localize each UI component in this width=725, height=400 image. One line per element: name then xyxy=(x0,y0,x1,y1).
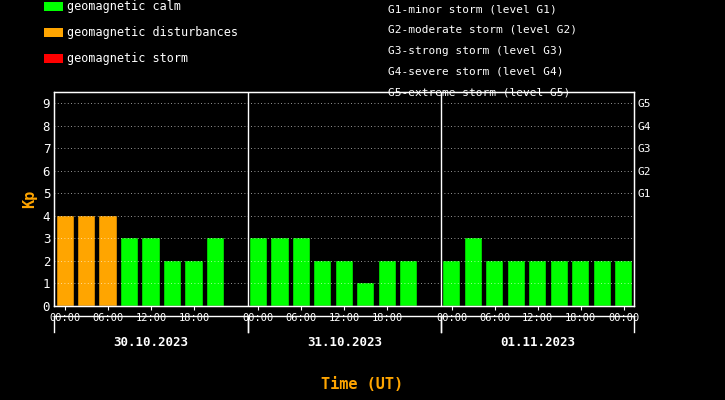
Text: geomagnetic storm: geomagnetic storm xyxy=(67,52,188,65)
Bar xyxy=(594,261,610,306)
Text: G3-strong storm (level G3): G3-strong storm (level G3) xyxy=(388,46,563,56)
Bar xyxy=(357,284,374,306)
Text: Time (UT): Time (UT) xyxy=(321,377,404,392)
Text: 30.10.2023: 30.10.2023 xyxy=(114,336,188,349)
Text: G5-extreme storm (level G5): G5-extreme storm (level G5) xyxy=(388,87,570,97)
Bar xyxy=(142,238,160,306)
Text: geomagnetic disturbances: geomagnetic disturbances xyxy=(67,26,239,39)
Bar xyxy=(400,261,418,306)
Bar xyxy=(207,238,224,306)
Bar xyxy=(293,238,310,306)
Bar xyxy=(507,261,525,306)
Bar xyxy=(336,261,353,306)
Bar xyxy=(443,261,460,306)
Bar xyxy=(529,261,547,306)
Text: G2-moderate storm (level G2): G2-moderate storm (level G2) xyxy=(388,25,577,35)
Text: G4-severe storm (level G4): G4-severe storm (level G4) xyxy=(388,66,563,76)
Bar xyxy=(486,261,503,306)
Bar xyxy=(615,261,632,306)
Bar xyxy=(164,261,181,306)
Text: 01.11.2023: 01.11.2023 xyxy=(500,336,575,349)
Bar xyxy=(465,238,482,306)
Bar xyxy=(78,216,95,306)
Bar xyxy=(271,238,289,306)
Text: G1-minor storm (level G1): G1-minor storm (level G1) xyxy=(388,4,557,14)
Text: geomagnetic calm: geomagnetic calm xyxy=(67,0,181,13)
Text: 31.10.2023: 31.10.2023 xyxy=(307,336,382,349)
Bar xyxy=(315,261,331,306)
Bar xyxy=(121,238,138,306)
Bar xyxy=(572,261,589,306)
Bar xyxy=(550,261,568,306)
Y-axis label: Kp: Kp xyxy=(22,190,37,208)
Bar xyxy=(250,238,267,306)
Bar xyxy=(57,216,74,306)
Bar xyxy=(99,216,117,306)
Bar xyxy=(378,261,396,306)
Bar xyxy=(186,261,202,306)
